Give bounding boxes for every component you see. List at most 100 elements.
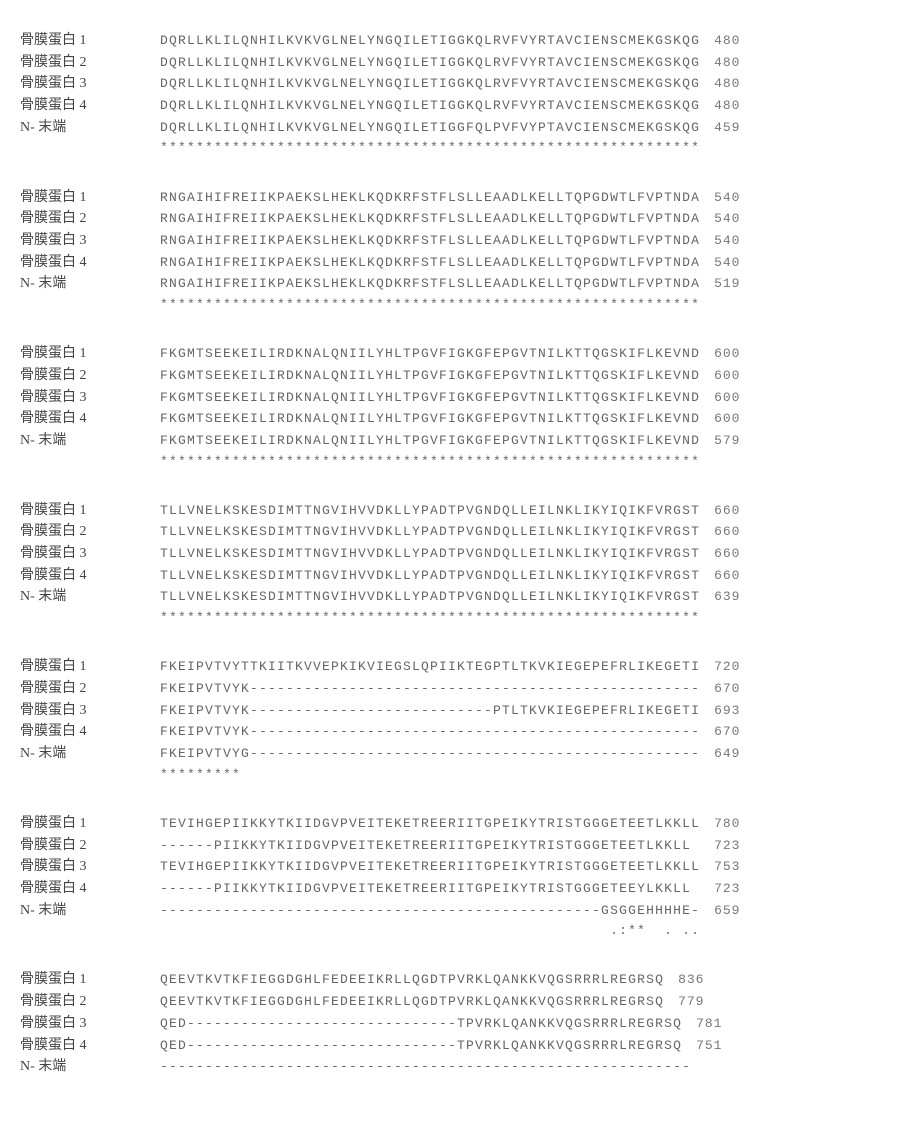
sequence-position: 540 xyxy=(714,209,740,229)
sequence-text: TLLVNELKSKESDIMTTNGVIHVVDKLLYPADTPVGNDQL… xyxy=(160,566,700,586)
sequence-text: RNGAIHIFREIIKPAEKSLHEKLKQDKRFSTFLSLLEAAD… xyxy=(160,274,700,294)
sequence-row: 骨膜蛋白 1FKGMTSEEKEILIRDKNALQNIILYHLTPGVFIG… xyxy=(20,343,877,365)
sequence-label: 骨膜蛋白 4 xyxy=(20,878,160,900)
sequence-label: 骨膜蛋白 3 xyxy=(20,1013,160,1035)
sequence-position: 600 xyxy=(714,344,740,364)
sequence-text: TLLVNELKSKESDIMTTNGVIHVVDKLLYPADTPVGNDQL… xyxy=(160,501,700,521)
sequence-label: 骨膜蛋白 4 xyxy=(20,1035,160,1057)
sequence-row: 骨膜蛋白 4FKGMTSEEKEILIRDKNALQNIILYHLTPGVFIG… xyxy=(20,408,877,430)
sequence-position: 480 xyxy=(714,96,740,116)
consensus-row: ********* xyxy=(20,765,877,785)
sequence-label: 骨膜蛋白 2 xyxy=(20,208,160,230)
consensus-text: ****************************************… xyxy=(160,295,700,315)
sequence-position: 660 xyxy=(714,544,740,564)
sequence-label: 骨膜蛋白 3 xyxy=(20,387,160,409)
sequence-row: 骨膜蛋白 2FKEIPVTVYK------------------------… xyxy=(20,678,877,700)
sequence-row: 骨膜蛋白 3DQRLLKLILQNHILKVKVGLNELYNGQILETIGG… xyxy=(20,73,877,95)
sequence-text: ------PIIKKYTKIIDGVPVEITEKETREERIITGPEIK… xyxy=(160,836,700,856)
sequence-row: N- 末端-----------------------------------… xyxy=(20,1056,877,1078)
sequence-text: RNGAIHIFREIIKPAEKSLHEKLKQDKRFSTFLSLLEAAD… xyxy=(160,209,700,229)
sequence-row: 骨膜蛋白 3TLLVNELKSKESDIMTTNGVIHVVDKLLYPADTP… xyxy=(20,543,877,565)
sequence-label: 骨膜蛋白 1 xyxy=(20,343,160,365)
sequence-position: 639 xyxy=(714,587,740,607)
sequence-label: 骨膜蛋白 1 xyxy=(20,500,160,522)
sequence-position: 781 xyxy=(696,1014,722,1034)
sequence-row: 骨膜蛋白 4QED------------------------------T… xyxy=(20,1035,877,1057)
alignment-block: 骨膜蛋白 1QEEVTKVTKFIEGGDGHLFEDEEIKRLLQGDTPV… xyxy=(20,969,877,1077)
sequence-position: 480 xyxy=(714,53,740,73)
sequence-position: 751 xyxy=(696,1036,722,1056)
sequence-row: 骨膜蛋白 3TEVIHGEPIIKKYTKIIDGVPVEITEKETREERI… xyxy=(20,856,877,878)
sequence-row: 骨膜蛋白 4RNGAIHIFREIIKPAEKSLHEKLKQDKRFSTFLS… xyxy=(20,252,877,274)
sequence-label: 骨膜蛋白 2 xyxy=(20,365,160,387)
sequence-text: DQRLLKLILQNHILKVKVGLNELYNGQILETIGGKQLRVF… xyxy=(160,96,700,116)
sequence-text: FKGMTSEEKEILIRDKNALQNIILYHLTPGVFIGKGFEPG… xyxy=(160,388,700,408)
sequence-text: QED------------------------------TPVRKLQ… xyxy=(160,1036,682,1056)
sequence-row: 骨膜蛋白 2TLLVNELKSKESDIMTTNGVIHVVDKLLYPADTP… xyxy=(20,521,877,543)
sequence-row: 骨膜蛋白 1RNGAIHIFREIIKPAEKSLHEKLKQDKRFSTFLS… xyxy=(20,187,877,209)
sequence-label: 骨膜蛋白 3 xyxy=(20,856,160,878)
sequence-label: 骨膜蛋白 2 xyxy=(20,521,160,543)
sequence-label: 骨膜蛋白 4 xyxy=(20,95,160,117)
sequence-position: 519 xyxy=(714,274,740,294)
sequence-position: 670 xyxy=(714,679,740,699)
sequence-position: 459 xyxy=(714,118,740,138)
sequence-row: 骨膜蛋白 2DQRLLKLILQNHILKVKVGLNELYNGQILETIGG… xyxy=(20,52,877,74)
sequence-row: N- 末端DQRLLKLILQNHILKVKVGLNELYNGQILETIGGF… xyxy=(20,117,877,139)
sequence-row: N- 末端RNGAIHIFREIIKPAEKSLHEKLKQDKRFSTFLSL… xyxy=(20,273,877,295)
sequence-label: N- 末端 xyxy=(20,586,160,608)
sequence-text: FKEIPVTVYK------------------------------… xyxy=(160,722,700,742)
sequence-text: QEEVTKVTKFIEGGDGHLFEDEEIKRLLQGDTPVRKLQAN… xyxy=(160,992,664,1012)
sequence-row: 骨膜蛋白 1TLLVNELKSKESDIMTTNGVIHVVDKLLYPADTP… xyxy=(20,500,877,522)
sequence-text: DQRLLKLILQNHILKVKVGLNELYNGQILETIGGKQLRVF… xyxy=(160,74,700,94)
sequence-label: 骨膜蛋白 2 xyxy=(20,835,160,857)
consensus-text: .:** . .. xyxy=(160,921,700,941)
sequence-position: 660 xyxy=(714,566,740,586)
sequence-text: FKGMTSEEKEILIRDKNALQNIILYHLTPGVFIGKGFEPG… xyxy=(160,431,700,451)
alignment-block: 骨膜蛋白 1FKEIPVTVYTTKIITKVVEPKIKVIEGSLQPIIK… xyxy=(20,656,877,785)
sequence-position: 600 xyxy=(714,366,740,386)
alignment-block: 骨膜蛋白 1TLLVNELKSKESDIMTTNGVIHVVDKLLYPADTP… xyxy=(20,500,877,629)
sequence-position: 480 xyxy=(714,74,740,94)
sequence-position: 836 xyxy=(678,970,704,990)
sequence-text: FKEIPVTVYTTKIITKVVEPKIKVIEGSLQPIIKTEGPTL… xyxy=(160,657,700,677)
sequence-label: 骨膜蛋白 2 xyxy=(20,991,160,1013)
sequence-label: 骨膜蛋白 2 xyxy=(20,678,160,700)
sequence-label: 骨膜蛋白 1 xyxy=(20,969,160,991)
sequence-row: 骨膜蛋白 1QEEVTKVTKFIEGGDGHLFEDEEIKRLLQGDTPV… xyxy=(20,969,877,991)
sequence-label: N- 末端 xyxy=(20,430,160,452)
sequence-text: TEVIHGEPIIKKYTKIIDGVPVEITEKETREERIITGPEI… xyxy=(160,857,700,877)
sequence-position: 540 xyxy=(714,253,740,273)
sequence-label: 骨膜蛋白 3 xyxy=(20,543,160,565)
sequence-position: 660 xyxy=(714,522,740,542)
consensus-row: .:** . .. xyxy=(20,921,877,941)
sequence-row: 骨膜蛋白 2RNGAIHIFREIIKPAEKSLHEKLKQDKRFSTFLS… xyxy=(20,208,877,230)
sequence-row: 骨膜蛋白 4------PIIKKYTKIIDGVPVEITEKETREERII… xyxy=(20,878,877,900)
sequence-text: FKGMTSEEKEILIRDKNALQNIILYHLTPGVFIGKGFEPG… xyxy=(160,409,700,429)
consensus-text: ****************************************… xyxy=(160,138,700,158)
sequence-row: 骨膜蛋白 1FKEIPVTVYTTKIITKVVEPKIKVIEGSLQPIIK… xyxy=(20,656,877,678)
sequence-position: 753 xyxy=(714,857,740,877)
sequence-text: DQRLLKLILQNHILKVKVGLNELYNGQILETIGGKQLRVF… xyxy=(160,31,700,51)
sequence-label: 骨膜蛋白 1 xyxy=(20,656,160,678)
sequence-label: 骨膜蛋白 3 xyxy=(20,230,160,252)
sequence-row: 骨膜蛋白 3FKGMTSEEKEILIRDKNALQNIILYHLTPGVFIG… xyxy=(20,387,877,409)
sequence-position: 600 xyxy=(714,388,740,408)
alignment-block: 骨膜蛋白 1DQRLLKLILQNHILKVKVGLNELYNGQILETIGG… xyxy=(20,30,877,159)
sequence-label: 骨膜蛋白 4 xyxy=(20,252,160,274)
sequence-position: 649 xyxy=(714,744,740,764)
consensus-row: ****************************************… xyxy=(20,452,877,472)
sequence-text: TLLVNELKSKESDIMTTNGVIHVVDKLLYPADTPVGNDQL… xyxy=(160,522,700,542)
sequence-text: RNGAIHIFREIIKPAEKSLHEKLKQDKRFSTFLSLLEAAD… xyxy=(160,253,700,273)
sequence-position: 693 xyxy=(714,701,740,721)
sequence-position: 579 xyxy=(714,431,740,451)
sequence-row: 骨膜蛋白 1DQRLLKLILQNHILKVKVGLNELYNGQILETIGG… xyxy=(20,30,877,52)
sequence-text: DQRLLKLILQNHILKVKVGLNELYNGQILETIGGFQLPVF… xyxy=(160,118,700,138)
sequence-row: N- 末端TLLVNELKSKESDIMTTNGVIHVVDKLLYPADTPV… xyxy=(20,586,877,608)
sequence-label: 骨膜蛋白 1 xyxy=(20,30,160,52)
sequence-row: N- 末端FKGMTSEEKEILIRDKNALQNIILYHLTPGVFIGK… xyxy=(20,430,877,452)
sequence-row: 骨膜蛋白 4DQRLLKLILQNHILKVKVGLNELYNGQILETIGG… xyxy=(20,95,877,117)
sequence-position: 779 xyxy=(678,992,704,1012)
sequence-row: 骨膜蛋白 3RNGAIHIFREIIKPAEKSLHEKLKQDKRFSTFLS… xyxy=(20,230,877,252)
alignment-block: 骨膜蛋白 1 FKGMTSEEKEILIRDKNALQNIILYHLTPGVFIG… xyxy=(20,343,877,472)
